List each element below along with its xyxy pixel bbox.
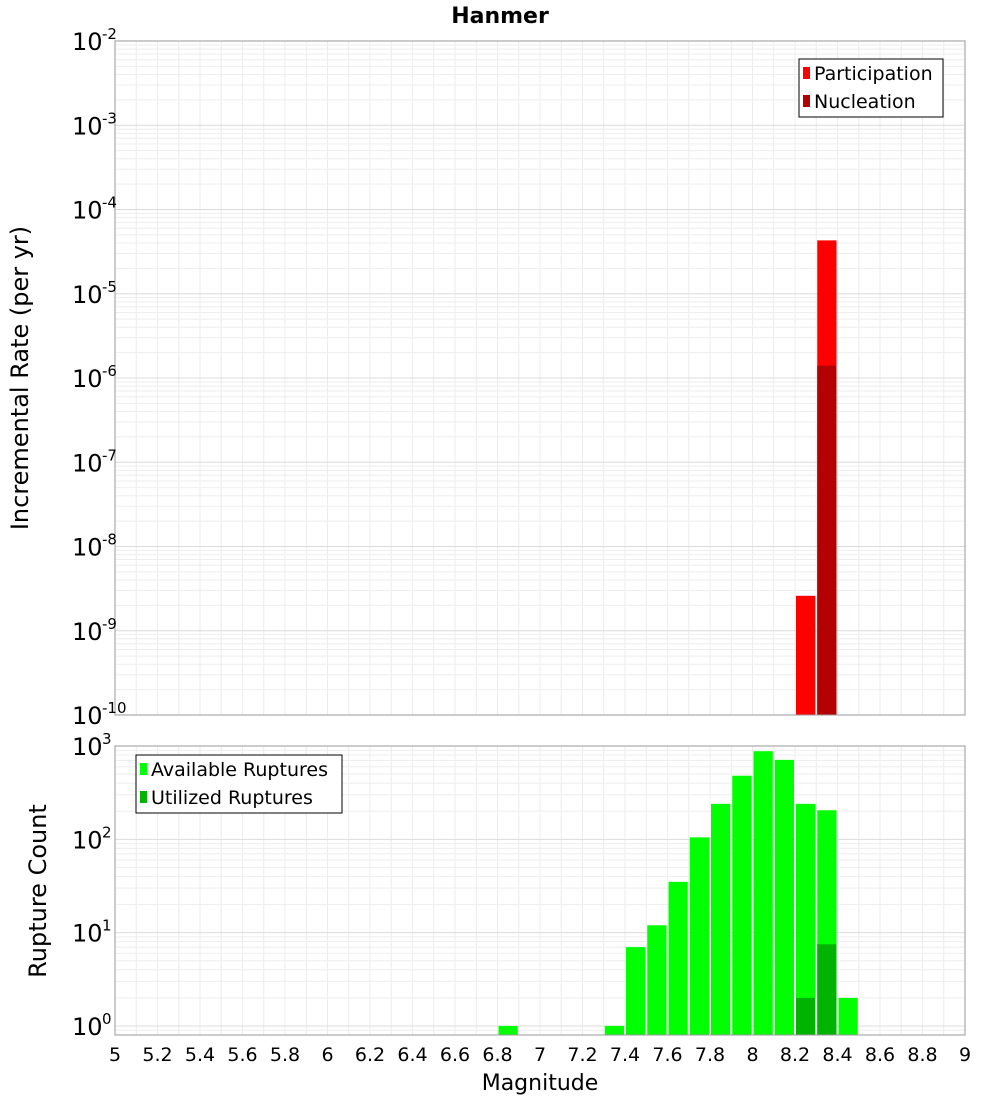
bottom-y-tick-exponent: 3 xyxy=(102,730,112,748)
bar-available-ruptures xyxy=(753,751,773,1035)
bottom-plot-frame xyxy=(114,745,966,1036)
x-tick-label: 7.8 xyxy=(695,1044,725,1066)
x-tick-label: 7 xyxy=(534,1044,546,1066)
top-y-tick-exponent: -10 xyxy=(102,699,127,717)
top-y-tick-label: 10 xyxy=(72,449,103,477)
bar-utilized-ruptures xyxy=(796,997,816,1035)
legend-label-available-ruptures: Available Ruptures xyxy=(151,759,328,781)
x-tick-label: 8 xyxy=(746,1044,758,1066)
bottom-y-tick-label: 10 xyxy=(72,1013,103,1041)
bar-available-ruptures xyxy=(626,947,646,1035)
bar-available-ruptures xyxy=(796,803,816,1035)
x-tick-label: 7.6 xyxy=(652,1044,682,1066)
bar-available-ruptures xyxy=(774,759,794,1035)
chart-title: Hanmer xyxy=(451,4,549,29)
x-tick-label: 6.4 xyxy=(397,1044,427,1066)
bottom-y-tick-exponent: 2 xyxy=(102,823,112,841)
top-y-tick-label: 10 xyxy=(72,618,103,646)
top-y-tick-label: 10 xyxy=(72,197,103,225)
bar-available-ruptures xyxy=(647,925,667,1035)
x-tick-label: 5.8 xyxy=(270,1044,300,1066)
bar-available-ruptures xyxy=(689,837,709,1035)
bar-available-ruptures xyxy=(604,1025,624,1035)
bar-available-ruptures xyxy=(498,1025,518,1035)
x-tick-label: 5.2 xyxy=(142,1044,172,1066)
top-y-tick-exponent: -9 xyxy=(102,615,117,633)
bottom-legend-box xyxy=(135,754,343,814)
bottom-y-tick-label: 10 xyxy=(72,920,103,948)
top-y-tick-exponent: -8 xyxy=(102,531,117,549)
bottom-y-axis-label: Rupture Count xyxy=(24,804,52,978)
top-plot-frame xyxy=(114,40,966,716)
legend-swatch-available-ruptures xyxy=(140,763,147,775)
top-y-tick-exponent: -5 xyxy=(102,278,117,296)
top-gridlines xyxy=(114,41,966,716)
x-tick-label: 7.4 xyxy=(610,1044,640,1066)
bar-available-ruptures xyxy=(732,775,752,1035)
x-tick-label: 8.8 xyxy=(907,1044,937,1066)
top-y-axis-label: Incremental Rate (per yr) xyxy=(6,226,34,530)
x-tick-label: 6 xyxy=(321,1044,333,1066)
top-y-tick-label: 10 xyxy=(72,534,103,562)
bar-utilized-ruptures xyxy=(817,944,837,1035)
top-y-tick-label: 10 xyxy=(72,365,103,393)
legend-label-utilized-ruptures: Utilized Ruptures xyxy=(151,787,313,809)
legend-label-participation: Participation xyxy=(814,63,933,85)
x-tick-labels: 5 5.2 5.4 5.6 5.8 6 6.2 6.4 6.6 6.8 7 7.2 7.4 7.6 7.8 8… xyxy=(109,1044,971,1066)
bar-available-ruptures xyxy=(711,803,731,1035)
x-axis-label: Magnitude xyxy=(482,1071,599,1096)
bottom-legend: Available Ruptures Utilized Ruptures xyxy=(135,754,343,814)
legend-swatch-nucleation xyxy=(803,95,810,107)
bar-participation xyxy=(796,595,816,715)
top-legend: Participation Nucleation xyxy=(798,58,944,118)
legend-label-nucleation: Nucleation xyxy=(814,91,916,113)
x-tick-label: 5 xyxy=(109,1044,121,1066)
top-y-tick-exponent: -3 xyxy=(102,109,117,127)
bar-available-ruptures xyxy=(668,881,688,1035)
x-tick-label: 8.2 xyxy=(780,1044,810,1066)
legend-swatch-utilized-ruptures xyxy=(140,791,147,803)
x-tick-label: 9 xyxy=(959,1044,971,1066)
bar-available-ruptures xyxy=(838,997,858,1035)
top-y-tick-label: 10 xyxy=(72,281,103,309)
x-tick-label: 6.8 xyxy=(482,1044,512,1066)
top-y-tick-label: 10 xyxy=(72,28,103,56)
x-tick-label: 8.6 xyxy=(865,1044,895,1066)
bar-nucleation xyxy=(817,365,837,715)
legend-swatch-participation xyxy=(803,67,810,79)
bottom-y-tick-label: 10 xyxy=(72,733,103,761)
x-tick-label: 5.4 xyxy=(185,1044,215,1066)
bottom-y-tick-label: 10 xyxy=(72,826,103,854)
x-tick-label: 5.6 xyxy=(227,1044,257,1066)
bottom-y-tick-exponent: 1 xyxy=(102,917,112,935)
bottom-bars xyxy=(498,751,858,1035)
top-y-tick-label: 10 xyxy=(72,702,103,730)
x-tick-label: 7.2 xyxy=(567,1044,597,1066)
top-y-tick-exponent: -7 xyxy=(102,446,117,464)
top-legend-box xyxy=(798,58,944,118)
top-bars xyxy=(796,240,837,715)
x-tick-label: 8.4 xyxy=(822,1044,852,1066)
x-tick-label: 6.6 xyxy=(440,1044,470,1066)
x-tick-label: 6.2 xyxy=(355,1044,385,1066)
bottom-y-tick-exponent: 0 xyxy=(102,1010,112,1028)
top-y-tick-exponent: -6 xyxy=(102,362,117,380)
top-y-tick-exponent: -4 xyxy=(102,194,117,212)
top-y-tick-exponent: -2 xyxy=(102,25,117,43)
top-y-tick-label: 10 xyxy=(72,112,103,140)
